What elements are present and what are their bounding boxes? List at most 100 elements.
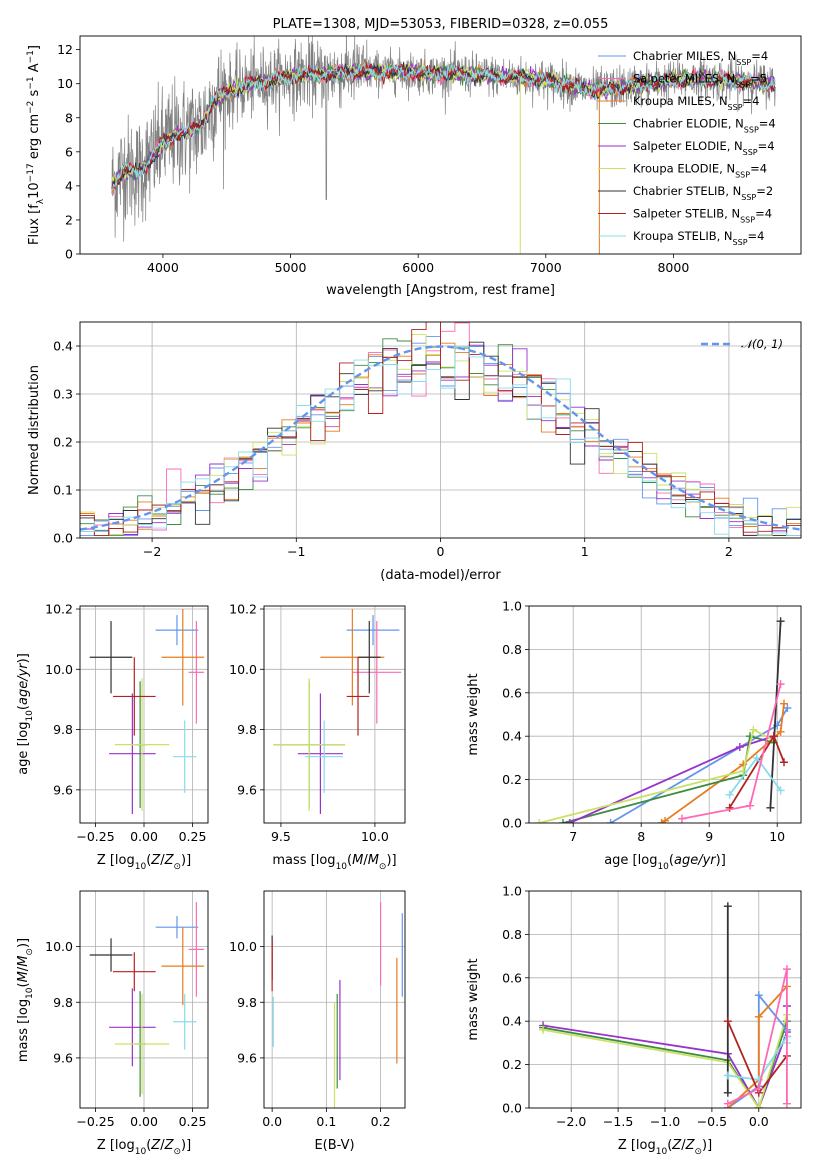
y-axis-label: Normed distribution [27,365,42,495]
y-tick-label: 0.2 [502,1057,522,1072]
y-tick-label: 9.6 [53,1050,73,1065]
y-tick-label: 6 [65,144,73,159]
y-tick-label: 10.0 [45,662,73,677]
plot-area [80,606,208,823]
y-tick-label: 10.0 [45,939,73,954]
weight-marker [723,1071,732,1080]
y-tick-label: 10.0 [229,939,257,954]
x-axis-label: wavelength [Angstrom, rest frame] [326,283,555,298]
plot-area [529,606,801,823]
x-tick-label: 1 [581,544,589,559]
weight-marker [782,965,791,974]
x-tick-label: 10 [769,829,785,844]
weight-marker [661,816,669,823]
y-tick-label: 2 [65,212,73,227]
weight-marker [739,766,748,775]
weight-marker [565,819,574,823]
panel-spectrum: 4000 5000 6000 7000 8000 0 2 4 6 8 10 12 PLATE=1308,… [26,17,802,298]
y-tick-label: 9.8 [237,722,257,737]
y-axis-label: mass weight [466,673,481,755]
axes-frame [79,35,802,255]
weight-marker [754,1104,763,1108]
y-tick-label: 9.6 [237,782,257,797]
weight-marker [754,1012,763,1021]
y-tick-label: 10.2 [229,602,257,617]
y-tick-label: 0.4 [502,729,522,744]
legend-label: Salpeter STELIB, NSSP=4 [633,207,772,225]
legend-label: Chabrier STELIB, NSSP=2 [633,184,773,202]
x-tick-label: 0.25 [179,1114,207,1129]
axes-frame [263,605,406,824]
x-axis-label: mass [log10(M/M⊙)] [272,853,396,872]
weight-marker [559,819,567,823]
x-tick-label: −1 [287,544,305,559]
y-axis-label: Flux [fλ10−17 erg cm−2 s−1 A−1] [26,45,46,245]
x-tick-label: −0.25 [76,1114,114,1129]
panel-mass-vs-Z: −0.25 0.00 0.25 9.6 9.8 10.0 Z [log10(Z/Z⊙)] ma… [16,890,209,1157]
y-tick-label: 0.6 [502,685,522,700]
weight-marker [678,814,686,823]
y-axis-label: mass weight [466,958,481,1040]
weight-line [542,1014,788,1108]
panel-mass-weight-vs-age: 7 8 9 10 0.0 0.2 0.4 0.6 0.8 1.0 age [log10(age/yr… [466,599,802,872]
y-tick-label: 9.8 [53,995,73,1010]
x-tick-label: 0.0 [749,1114,769,1129]
y-axis-label: mass [log10(M/M⊙)] [16,938,35,1062]
weight-marker [754,991,763,1000]
y-tick-label: 0.2 [53,435,73,450]
plot-area [264,606,405,823]
legend-label: Kroupa MILES, NSSP=4 [633,94,759,112]
axes-frame [79,605,209,824]
axes-frame [79,321,802,539]
y-tick-label: 0 [65,247,73,262]
axes-frame [528,890,802,1109]
y-tick-label: 9.6 [53,782,73,797]
y-tick-label: 1.0 [502,599,522,614]
x-tick-label: 0 [437,544,445,559]
y-tick-label: 0.0 [502,816,522,831]
weight-marker [780,758,788,767]
y-tick-label: 0.3 [53,387,73,402]
y-tick-label: 0.0 [53,531,73,546]
weight-marker [783,703,792,712]
y-tick-label: 0.6 [502,970,522,985]
y-tick-label: 8 [65,110,73,125]
chart-title: PLATE=1308, MJD=53053, FIBERID=0328, z=0… [273,17,609,32]
x-tick-label: 5000 [275,260,307,275]
x-tick-label: 9.5 [271,829,291,844]
weight-marker [723,902,732,911]
model-spectrum [111,61,776,191]
data-spectrum [111,36,776,242]
weight-marker [723,1099,732,1108]
x-tick-label: 0.0 [262,1114,282,1129]
weight-marker [776,680,785,689]
x-tick-label: 4000 [147,260,179,275]
y-tick-label: 0.8 [502,642,522,657]
weight-marker [723,1088,732,1097]
x-tick-label: 7000 [530,260,562,275]
weight-marker [735,743,744,752]
x-tick-label: 0.00 [130,829,158,844]
plot-area [80,891,208,1108]
weight-marker [606,819,615,823]
histogram-step [80,346,801,537]
weight-line [661,703,785,823]
axes-frame [79,890,209,1109]
legend-label: Salpeter MILES, NSSP=5 [633,72,767,90]
weight-line [727,985,788,1108]
y-tick-label: 0.8 [502,927,522,942]
weight-marker [754,1084,763,1093]
x-axis-label: E(B-V) [314,1138,354,1153]
x-tick-label: 0.2 [371,1114,391,1129]
plot-area [264,891,405,1108]
axes-frame [263,890,406,1109]
y-tick-label: 12 [57,42,73,57]
x-tick-label: 2 [725,544,733,559]
x-tick-label: −1.5 [603,1114,633,1129]
y-tick-label: 1.0 [502,884,522,899]
y-tick-label: 10 [57,76,73,91]
weight-marker [776,617,785,626]
x-tick-label: 0.1 [316,1114,336,1129]
legend-label: Kroupa ELODIE, NSSP=4 [633,162,767,180]
